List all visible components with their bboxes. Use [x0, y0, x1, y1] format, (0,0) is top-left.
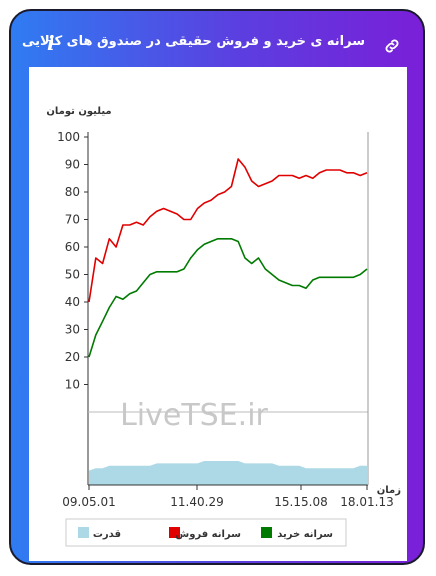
- chart-svg: LiveTSE.ir میلیون تومان زمان 10 20 30 40 50 6…: [46, 106, 401, 547]
- legend-item-power-swatch: [78, 527, 89, 538]
- legend-box: [65, 518, 347, 547]
- power-area: [89, 461, 367, 485]
- y-tick-label: 20: [65, 350, 80, 364]
- y-axis-label: میلیون تومان: [46, 106, 111, 117]
- y-tick-label: 90: [65, 158, 80, 172]
- y-tick-label: 60: [65, 240, 80, 254]
- sell-line: [88, 158, 368, 303]
- y-tick-label: 30: [65, 323, 80, 337]
- legend-item-buy-label: سرانه خرید: [277, 529, 333, 540]
- x-tick-label: 09.05.01: [62, 495, 115, 509]
- chart-card: i سرانه ی خرید و فروش حقیقی در صندوق های…: [9, 9, 425, 565]
- legend: قدرت سرانه فروش سرانه خرید: [65, 518, 347, 547]
- x-tick-label: 15.15.08: [274, 495, 327, 509]
- y-tick-label: 40: [65, 295, 80, 309]
- info-icon[interactable]: i: [47, 31, 55, 55]
- legend-item-sell-swatch: [169, 527, 180, 538]
- chart-title: سرانه ی خرید و فروش حقیقی در صندوق های ک…: [21, 34, 365, 49]
- x-tick-label: 18.01.13: [340, 495, 393, 509]
- legend-item-power-label: قدرت: [93, 529, 121, 540]
- x-axis-label: زمان: [377, 485, 401, 496]
- x-tick-label: 11.40.29: [170, 495, 223, 509]
- y-tick-label: 10: [65, 378, 80, 392]
- y-tick-label: 100: [57, 130, 80, 144]
- y-tick-label: 50: [65, 268, 80, 282]
- chart-panel: LiveTSE.ir میلیون تومان زمان 10 20 30 40 50 6…: [29, 67, 407, 561]
- buy-line: [88, 238, 368, 358]
- card-header: i سرانه ی خرید و فروش حقیقی در صندوق های…: [11, 11, 423, 67]
- y-tick-label: 70: [65, 213, 80, 227]
- legend-item-buy-swatch: [261, 527, 272, 538]
- watermark: LiveTSE.ir: [120, 398, 268, 433]
- y-tick-label: 80: [65, 185, 80, 199]
- link-icon[interactable]: [383, 37, 401, 55]
- legend-item-sell-label: سرانه فروش: [175, 529, 241, 540]
